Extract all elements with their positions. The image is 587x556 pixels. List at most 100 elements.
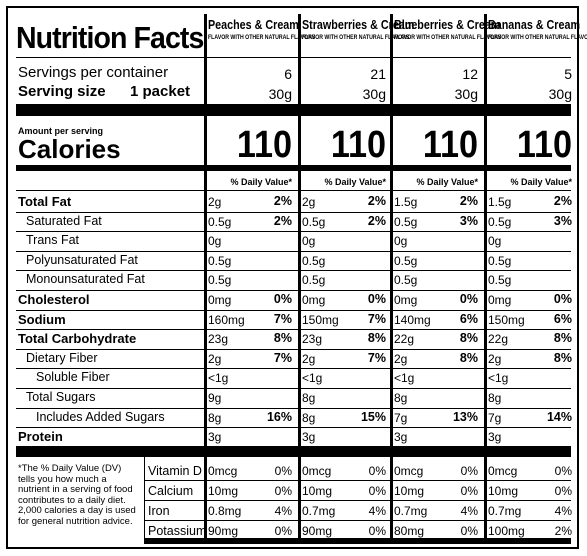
calories-value: 110	[330, 124, 386, 166]
vitamin-rule	[144, 480, 571, 481]
nutrient-daily-value: 2%	[553, 194, 572, 208]
nutrient-daily-value: 8%	[459, 350, 478, 365]
nutrient-daily-value: 8%	[367, 331, 386, 346]
thick-divider-top	[16, 104, 571, 116]
vitamin-amount: 0mcg	[394, 464, 424, 478]
nutrient-label: Includes Added Sugars	[36, 409, 165, 424]
vitamin-amount: 0.7mg	[394, 504, 428, 518]
nutrient-amount: <1g	[208, 371, 229, 386]
servings-count: 21	[370, 66, 386, 82]
vitamin-amount: 100mg	[488, 524, 525, 538]
nutrient-amount: 160mg	[208, 312, 245, 327]
vitamin-amount: 10mg	[302, 484, 333, 498]
nutrient-daily-value: 8%	[553, 331, 572, 346]
nutrient-amount: 150mg	[302, 312, 339, 327]
nutrient-amount: 0mg	[394, 293, 418, 307]
daily-value-header: % Daily Value*	[416, 177, 478, 187]
vitamin-daily-value: 0%	[554, 464, 572, 478]
nutrient-rule	[16, 231, 571, 233]
nutrient-daily-value: 0%	[553, 292, 572, 306]
nutrient-label: Total Fat	[18, 194, 72, 209]
nutrient-daily-value: 0%	[367, 292, 386, 306]
flavor-subtitle: FLAVOR WITH OTHER NATURAL FLAVORS	[302, 34, 410, 41]
nutrient-rule	[16, 329, 571, 331]
nutrient-amount: 150mg	[488, 312, 525, 327]
servings-count: 12	[462, 66, 478, 82]
calories-label: Calories	[18, 134, 121, 164]
vitamin-daily-value: 0%	[274, 524, 292, 538]
vitamin-amount: 80mg	[394, 524, 425, 538]
nutrient-amount: 22g	[488, 332, 509, 347]
nutrient-rule	[16, 407, 571, 409]
nutrient-amount: 0g	[208, 234, 222, 249]
column-divider	[298, 14, 301, 544]
flavor-subtitle: FLAVOR WITH OTHER NATURAL FLAVORS	[208, 34, 316, 41]
servings-label: Servings per container	[18, 64, 169, 81]
vitamin-daily-value: 4%	[368, 504, 386, 518]
dv-rule	[16, 190, 571, 191]
vitamin-label: Iron	[148, 504, 170, 518]
vitamin-amount: 0mcg	[302, 464, 332, 478]
nutrient-amount: 0.5g	[208, 273, 232, 288]
nutrient-amount: 0g	[394, 234, 408, 249]
vitamin-rule	[144, 500, 571, 501]
vitamin-daily-value: 0%	[368, 484, 386, 498]
nutrient-daily-value: 7%	[273, 311, 292, 326]
nutrient-amount: 0.5g	[302, 253, 326, 268]
nutrient-daily-value: 3%	[459, 213, 478, 228]
nutrient-rule	[16, 427, 571, 429]
nutrient-daily-value: 6%	[459, 311, 478, 326]
vitamin-amount: 0.8mg	[208, 504, 242, 518]
nutrient-label: Soluble Fiber	[36, 370, 110, 385]
calories-value: 110	[236, 124, 292, 166]
serving-size-grams: 30g	[268, 86, 292, 102]
nutrient-label: Cholesterol	[18, 292, 90, 307]
column-divider	[204, 14, 207, 544]
nutrient-amount: 0mg	[488, 293, 512, 307]
bottom-bar	[144, 538, 571, 544]
nutrient-daily-value: 6%	[553, 311, 572, 326]
vitamin-amount: 10mg	[394, 484, 425, 498]
flavor-subtitle: FLAVOR WITH OTHER NATURAL FLAVORS	[394, 34, 502, 41]
label-title: Nutrition Facts	[16, 20, 204, 55]
nutrient-amount: 8g	[208, 410, 222, 425]
vitamin-daily-value: 4%	[460, 504, 478, 518]
nutrient-label: Polyunsaturated Fat	[26, 252, 138, 267]
nutrient-amount: 2g	[302, 195, 316, 209]
nutrient-amount: <1g	[394, 371, 415, 386]
nutrient-amount: 0.5g	[394, 253, 418, 268]
nutrient-amount: 3g	[488, 430, 502, 445]
vitamin-amount: 90mg	[302, 524, 333, 538]
nutrient-amount: 23g	[208, 332, 229, 347]
nutrient-amount: 2g	[208, 351, 222, 366]
nutrient-daily-value: 0%	[459, 292, 478, 306]
vitamin-daily-value: 4%	[554, 504, 572, 518]
vitamin-amount: 0mcg	[208, 464, 238, 478]
nutrient-amount: 0g	[302, 234, 316, 249]
nutrient-label: Dietary Fiber	[26, 350, 98, 365]
calories-value: 110	[516, 124, 572, 166]
nutrient-daily-value: 2%	[459, 194, 478, 208]
nutrient-daily-value: 13%	[452, 409, 478, 424]
nutrient-amount: 3g	[208, 430, 222, 445]
nutrient-amount: <1g	[302, 371, 323, 386]
column-divider	[390, 14, 393, 544]
nutrient-amount: 2g	[394, 351, 408, 366]
vitamin-daily-value: 0%	[460, 524, 478, 538]
nutrient-amount: 0.5g	[302, 214, 326, 229]
nutrient-amount: 0.5g	[394, 273, 418, 288]
nutrient-label: Trans Fat	[26, 233, 80, 248]
vitamin-amount: 0.7mg	[302, 504, 336, 518]
vitamin-daily-value: 0%	[274, 484, 292, 498]
nutrient-amount: 3g	[394, 430, 408, 445]
nutrient-label: Sodium	[18, 311, 66, 327]
serving-size-value: 1 packet	[130, 83, 191, 100]
nutrient-amount: 0.5g	[208, 253, 232, 268]
nutrient-rule	[16, 309, 571, 311]
flavor-name: Blueberries & Cream	[394, 18, 501, 32]
nutrient-amount: 140mg	[394, 312, 431, 327]
header-rule	[16, 57, 571, 58]
vitamin-daily-value: 0%	[274, 464, 292, 478]
nutrient-daily-value: 2%	[273, 213, 292, 228]
thick-divider-vitamins	[16, 446, 571, 457]
